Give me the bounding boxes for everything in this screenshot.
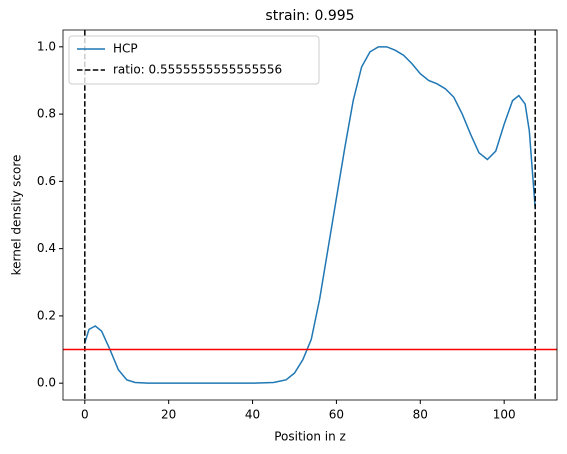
data-line — [84, 46, 536, 384]
y-tick-label: 1.0 — [37, 39, 56, 53]
legend-label: HCP — [113, 42, 138, 56]
y-tick-label: 0.4 — [37, 241, 56, 255]
legend-box — [68, 35, 320, 85]
y-tick-label: 0.8 — [37, 107, 56, 121]
x-axis-label: Position in z — [274, 430, 346, 444]
y-tick-label: 0.2 — [37, 308, 56, 322]
y-axis-label: kernel density score — [10, 155, 24, 276]
chart-title: strain: 0.995 — [265, 8, 354, 24]
x-tick-label: 0 — [81, 408, 89, 422]
x-tick-label: 20 — [161, 408, 176, 422]
y-tick-label: 0.6 — [37, 174, 56, 188]
plot-frame — [62, 29, 558, 401]
x-tick-label: 100 — [493, 408, 516, 422]
y-tick-label: 0.0 — [37, 376, 56, 390]
x-tick-label: 60 — [329, 408, 344, 422]
x-tick-label: 80 — [413, 408, 428, 422]
legend-label: ratio: 0.5555555555555556 — [113, 63, 282, 77]
x-tick-label: 40 — [245, 408, 260, 422]
